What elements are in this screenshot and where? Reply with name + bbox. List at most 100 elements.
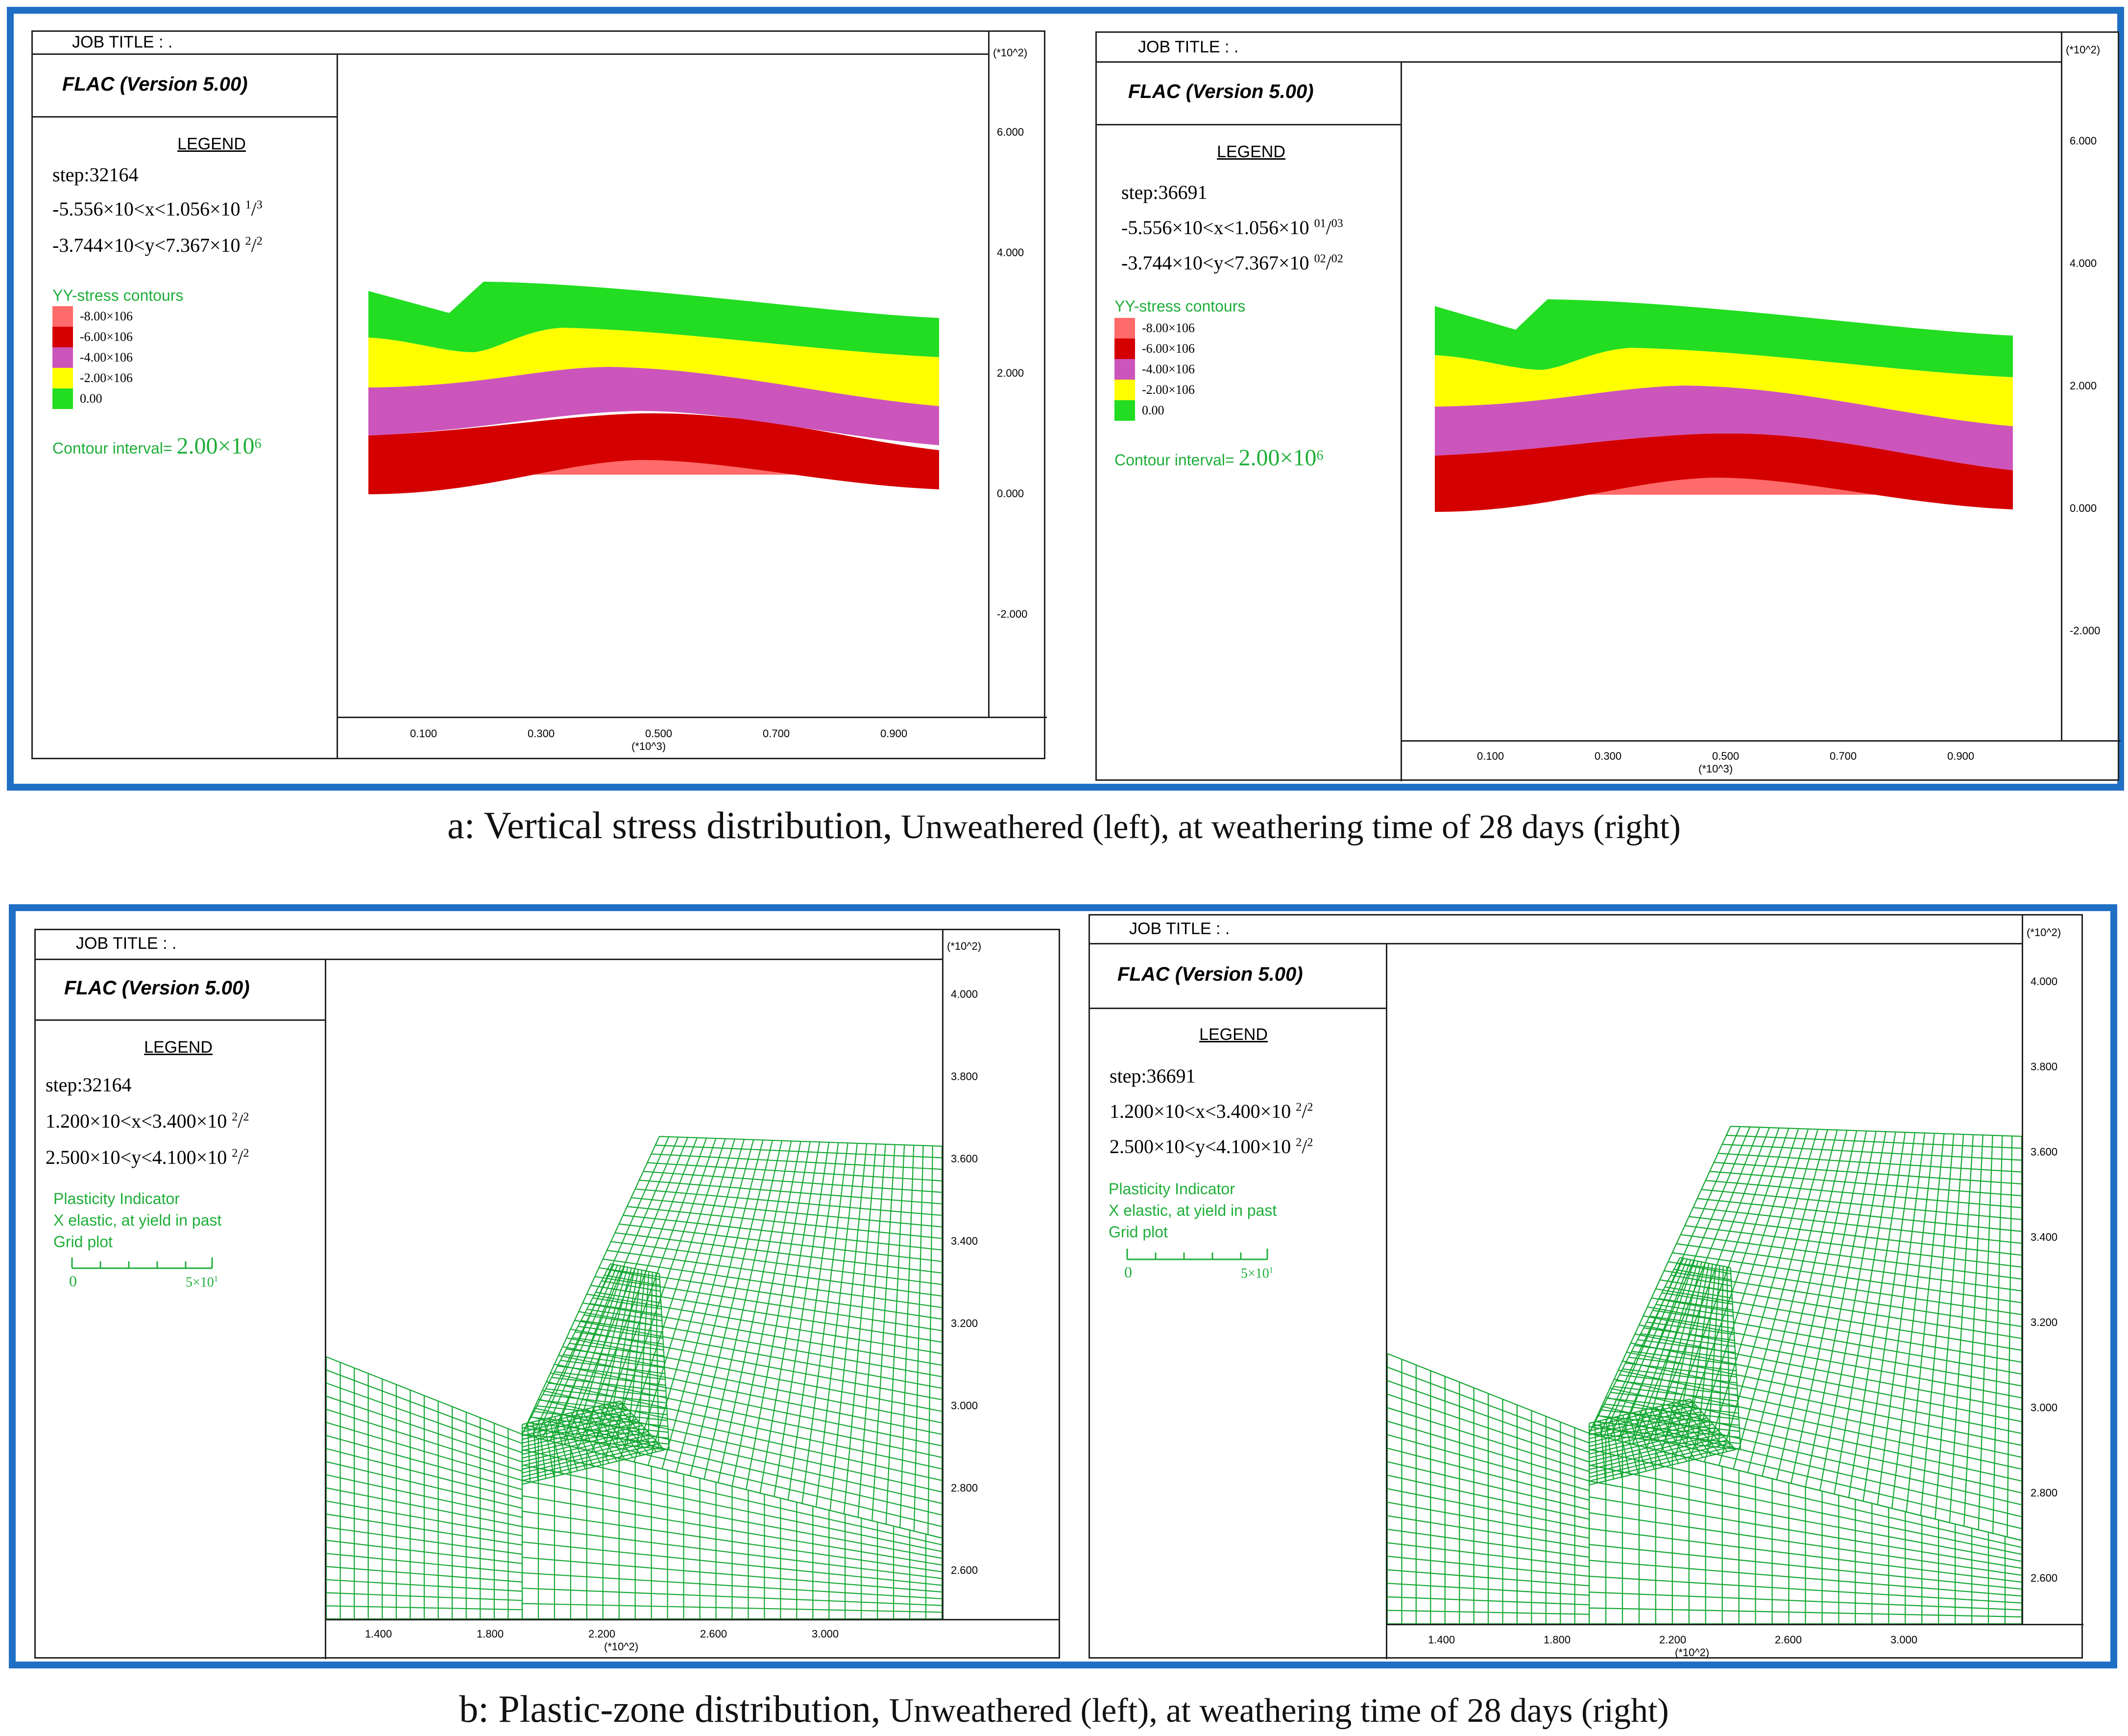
scale-start: 0 <box>1124 1263 1132 1281</box>
band-magenta <box>1435 386 2013 470</box>
legend-row-5: 0.00 <box>1114 400 1164 421</box>
scale-start: 0 <box>69 1272 77 1290</box>
stress-contour-plot <box>1435 299 2013 512</box>
legend-row-1: -8.00×10 6 <box>52 306 133 327</box>
grid-plot-label: Grid plot <box>53 1233 113 1251</box>
axis-right-line <box>2022 916 2023 1625</box>
mesh-slope-fine <box>1589 1257 1741 1450</box>
y-tick: 3.600 <box>2031 1146 2058 1158</box>
mesh-lower-right <box>521 1433 942 1619</box>
y-tick: 2.000 <box>997 367 1024 379</box>
mesh-slope-block <box>522 1135 942 1539</box>
x-tick: 1.400 <box>1428 1634 1455 1646</box>
caption-a: a: Vertical stress distribution, Unweath… <box>447 804 1681 846</box>
x-tick: 0.500 <box>1712 750 1740 762</box>
x-tick: 3.000 <box>812 1628 839 1640</box>
y-tick: 4.000 <box>2070 257 2097 269</box>
header-divider <box>1097 61 2062 63</box>
x-tick: 1.400 <box>365 1628 392 1640</box>
job-title: JOB TITLE : . <box>72 33 173 51</box>
scale-end: 5×101 <box>186 1274 218 1290</box>
scale-bar <box>71 1257 213 1269</box>
y-tick: 2.600 <box>2031 1572 2058 1584</box>
legend-title: LEGEND <box>177 135 246 153</box>
x-tick: 0.100 <box>1477 750 1504 762</box>
mesh-slope-fine <box>522 1263 670 1451</box>
y-tick: -2.000 <box>997 608 1028 620</box>
y-range: 2.500×10<y<4.100×10 2/2 <box>46 1146 249 1168</box>
legend-row-5: 0.00 <box>52 388 102 409</box>
axis-right-line <box>2061 33 2062 741</box>
band-magenta <box>368 367 939 445</box>
y-tick: 0.000 <box>2070 502 2097 514</box>
contour-interval: Contour interval= 2.00×106 <box>1114 445 1324 471</box>
y-tick: 3.800 <box>951 1070 978 1083</box>
title-box-divider <box>33 116 337 118</box>
title-box-divider <box>1097 124 1401 125</box>
axis-right-line <box>942 930 943 1620</box>
band-green <box>368 282 939 357</box>
band-red <box>368 413 939 494</box>
x-axis-factor: (*10^2) <box>1675 1646 1710 1659</box>
swatch-red <box>52 327 73 347</box>
x-axis-factor: (*10^3) <box>631 740 666 752</box>
swatch-salmon <box>1114 318 1135 338</box>
x-tick: 2.200 <box>588 1628 616 1640</box>
stress-left-panel: JOB TITLE : . FLAC (Version 5.00) LEGEND… <box>31 30 1047 759</box>
legend-row-3: -4.00×10 6 <box>52 347 133 368</box>
plastic-mesh-plot <box>326 1135 942 1619</box>
plasticity-detail: X elastic, at yield in past <box>1109 1202 1277 1219</box>
legend-column-divider <box>1401 61 1402 781</box>
caption-b: b: Plastic-zone distribution, Unweathere… <box>459 1688 1669 1730</box>
x-tick: 0.700 <box>763 727 790 740</box>
y-axis-factor: (*10^2) <box>993 47 1028 59</box>
software-version: FLAC (Version 5.00) <box>64 977 250 999</box>
y-tick: 2.800 <box>2031 1487 2058 1499</box>
x-range: 1.200×10<x<3.400×10 2/2 <box>46 1110 249 1132</box>
title-box-divider <box>1090 1008 1386 1009</box>
band-yellow <box>368 328 939 406</box>
y-tick: 4.000 <box>2031 975 2058 988</box>
legend-row-4: -2.00×10 6 <box>1114 380 1195 400</box>
step-label: step:32164 <box>46 1074 132 1096</box>
x-tick: 0.300 <box>1595 750 1622 762</box>
legend-row-4: -2.00×10 6 <box>52 368 133 388</box>
x-tick: 2.600 <box>700 1628 727 1640</box>
x-tick: 0.500 <box>645 727 673 740</box>
legend-row-2: -6.00×10 6 <box>1114 338 1195 359</box>
axis-bottom-line <box>325 1619 1060 1620</box>
x-axis-factor: (*10^3) <box>1698 763 1733 775</box>
mesh-lower-right <box>1588 1433 2022 1624</box>
y-tick: 6.000 <box>2070 135 2097 147</box>
scale-bar <box>1126 1249 1268 1260</box>
y-axis-factor: (*10^2) <box>947 940 982 952</box>
y-tick: 3.000 <box>2031 1401 2058 1414</box>
x-tick: 0.900 <box>880 727 908 740</box>
grid-plot-label: Grid plot <box>1109 1223 1168 1241</box>
y-tick: 6.000 <box>997 126 1024 138</box>
y-axis-factor: (*10^2) <box>2066 44 2101 56</box>
stress-right-panel: JOB TITLE : . FLAC (Version 5.00) LEGEND… <box>1095 31 2121 781</box>
legend-column-divider <box>337 53 338 759</box>
band-green <box>1435 299 2013 377</box>
mesh-lower-left <box>1387 1353 1590 1624</box>
step-label: step:32164 <box>52 164 139 186</box>
band-red <box>1435 433 2013 512</box>
software-version: FLAC (Version 5.00) <box>1117 964 1303 985</box>
plastic-mesh-plot <box>1387 1126 2022 1624</box>
plastic-right-panel: JOB TITLE : . FLAC (Version 5.00) LEGEND… <box>1088 914 2083 1659</box>
mesh-lower-left <box>326 1356 523 1619</box>
y-axis-factor: (*10^2) <box>2027 926 2061 939</box>
y-tick: 4.000 <box>951 988 978 1000</box>
plasticity-detail: X elastic, at yield in past <box>53 1211 222 1229</box>
y-tick: 3.200 <box>951 1317 978 1329</box>
axis-right-line <box>988 32 990 718</box>
x-tick: 0.300 <box>528 727 555 740</box>
x-axis-factor: (*10^2) <box>604 1640 639 1653</box>
x-tick: 0.100 <box>410 727 437 740</box>
plastic-left-panel: JOB TITLE : . FLAC (Version 5.00) LEGEND… <box>34 929 1060 1659</box>
step-label: step:36691 <box>1121 181 1208 203</box>
job-title: JOB TITLE : . <box>1129 919 1230 938</box>
band-yellow <box>1435 348 2013 426</box>
y-tick: 4.000 <box>997 246 1024 259</box>
